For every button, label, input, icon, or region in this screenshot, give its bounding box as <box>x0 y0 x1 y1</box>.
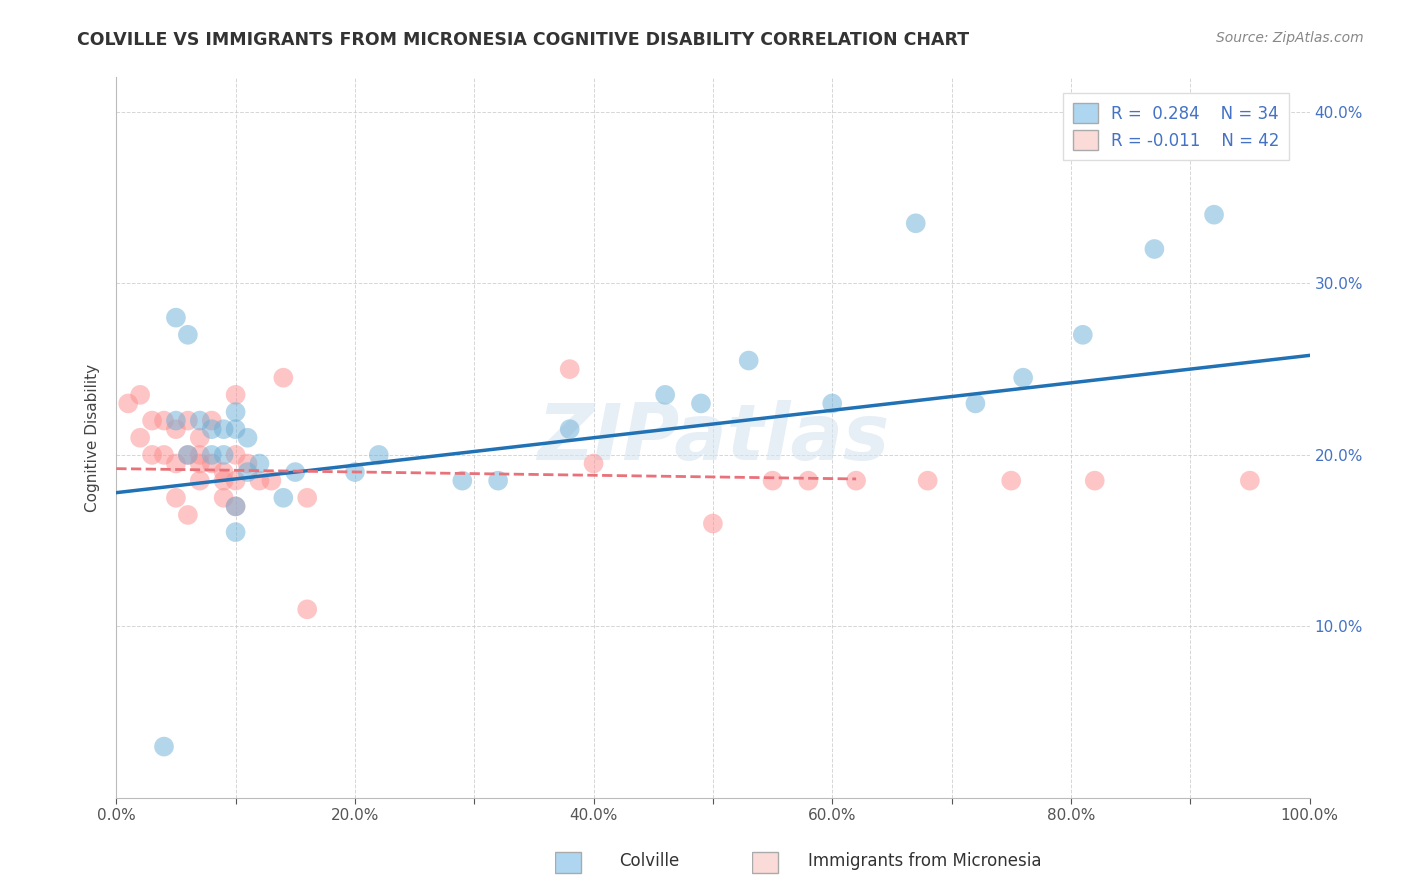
Point <box>177 327 200 342</box>
Point <box>284 465 307 479</box>
Point <box>201 448 224 462</box>
Point <box>141 448 163 462</box>
Point <box>165 457 187 471</box>
Point <box>153 739 176 754</box>
Point <box>177 414 200 428</box>
Point <box>177 448 200 462</box>
Point <box>1012 370 1035 384</box>
Point <box>129 431 152 445</box>
Point <box>1071 327 1094 342</box>
Point <box>260 474 283 488</box>
Point <box>558 362 581 376</box>
Point <box>225 388 247 402</box>
Point <box>212 474 235 488</box>
Point <box>558 422 581 436</box>
Point <box>295 602 318 616</box>
Point <box>117 396 139 410</box>
Y-axis label: Cognitive Disability: Cognitive Disability <box>86 364 100 512</box>
Point <box>188 457 211 471</box>
Point <box>654 388 676 402</box>
Point <box>225 500 247 514</box>
Point <box>702 516 724 531</box>
Point <box>212 491 235 505</box>
Point <box>249 474 271 488</box>
Point <box>582 457 605 471</box>
Point <box>188 431 211 445</box>
Point <box>165 422 187 436</box>
Point <box>737 353 759 368</box>
FancyBboxPatch shape <box>555 852 581 873</box>
Point <box>1239 474 1261 488</box>
Point <box>212 448 235 462</box>
Point <box>451 474 474 488</box>
Point <box>821 396 844 410</box>
Legend: R =  0.284    N = 34, R = -0.011    N = 42: R = 0.284 N = 34, R = -0.011 N = 42 <box>1063 93 1289 161</box>
Point <box>188 448 211 462</box>
Point <box>212 422 235 436</box>
Point <box>165 414 187 428</box>
Point <box>201 457 224 471</box>
Point <box>177 448 200 462</box>
Point <box>225 474 247 488</box>
Point <box>845 474 868 488</box>
Point <box>273 491 295 505</box>
Point <box>1202 208 1225 222</box>
Point <box>1084 474 1107 488</box>
Point <box>917 474 939 488</box>
Point <box>249 457 271 471</box>
Text: Colville: Colville <box>619 852 679 870</box>
Point <box>295 491 318 505</box>
FancyBboxPatch shape <box>752 852 778 873</box>
Point <box>165 310 187 325</box>
Point <box>225 422 247 436</box>
Point <box>188 474 211 488</box>
Point <box>188 414 211 428</box>
Point <box>129 388 152 402</box>
Point <box>1000 474 1022 488</box>
Point <box>225 500 247 514</box>
Text: ZIPatlas: ZIPatlas <box>537 400 889 475</box>
Text: Immigrants from Micronesia: Immigrants from Micronesia <box>808 852 1042 870</box>
Point <box>153 414 176 428</box>
Point <box>343 465 366 479</box>
Point <box>225 405 247 419</box>
Point <box>965 396 987 410</box>
Point <box>486 474 509 488</box>
Point <box>212 465 235 479</box>
Point <box>236 465 259 479</box>
Point <box>236 431 259 445</box>
Point <box>177 508 200 522</box>
Point <box>904 216 927 230</box>
Point <box>761 474 783 488</box>
Text: Source: ZipAtlas.com: Source: ZipAtlas.com <box>1216 31 1364 45</box>
Point <box>273 370 295 384</box>
Point <box>225 525 247 540</box>
Text: COLVILLE VS IMMIGRANTS FROM MICRONESIA COGNITIVE DISABILITY CORRELATION CHART: COLVILLE VS IMMIGRANTS FROM MICRONESIA C… <box>77 31 970 49</box>
Point <box>141 414 163 428</box>
Point <box>225 448 247 462</box>
Point <box>1143 242 1166 256</box>
Point <box>201 422 224 436</box>
Point <box>367 448 389 462</box>
Point <box>690 396 713 410</box>
Point <box>153 448 176 462</box>
Point <box>797 474 820 488</box>
Point <box>201 414 224 428</box>
Point <box>165 491 187 505</box>
Point <box>236 457 259 471</box>
